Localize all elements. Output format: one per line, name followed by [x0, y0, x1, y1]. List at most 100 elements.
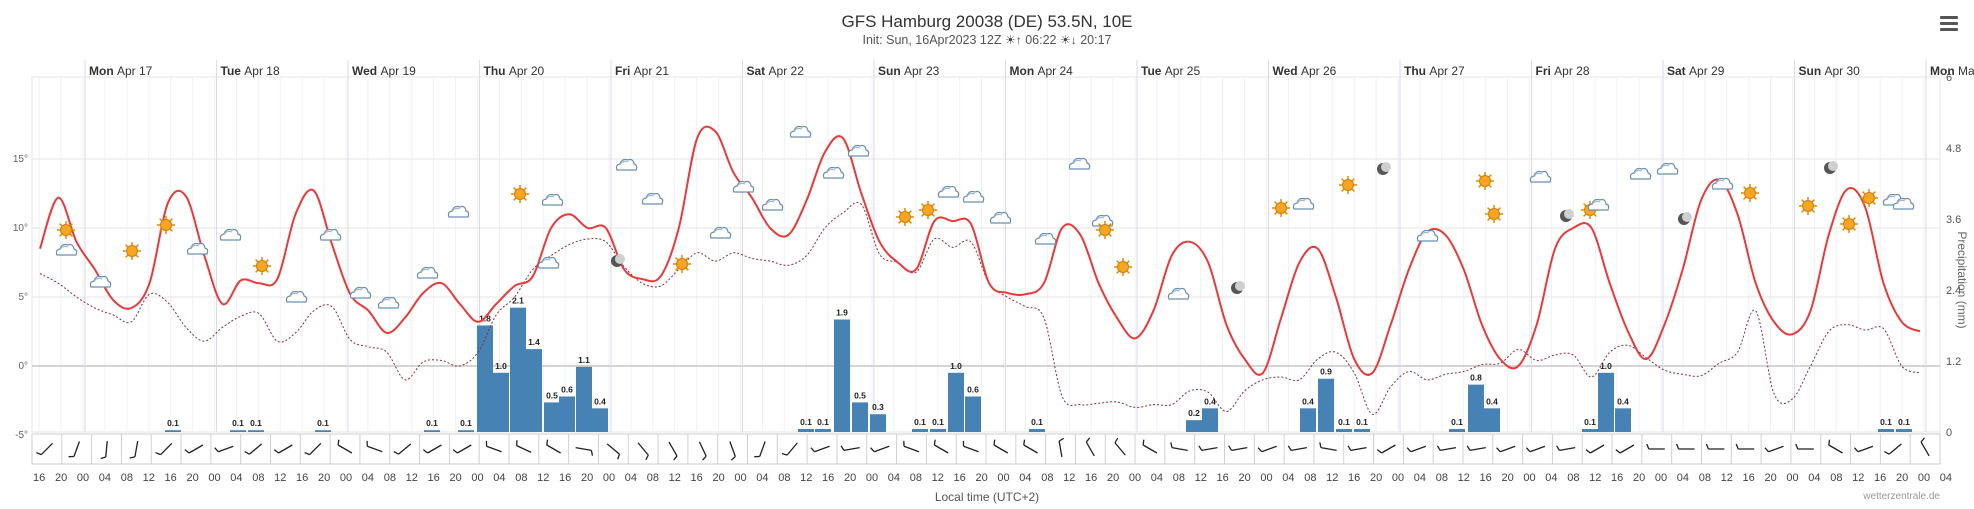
sun-icon [673, 255, 691, 273]
cloud-icon [1068, 157, 1091, 170]
precip-bar [912, 429, 928, 432]
x-hour-tick-label: 04 [493, 472, 505, 484]
precip-label: 0.1 [250, 418, 262, 428]
wind-barb-icon [606, 443, 621, 460]
x-hour-tick-label: 20 [318, 472, 330, 484]
x-hour-tick-label: 20 [975, 472, 987, 484]
x-hour-tick-label: 12 [1458, 472, 1470, 484]
wind-barb-icon [485, 440, 502, 453]
x-hour-tick-label: 00 [471, 472, 483, 484]
x-hour-tick-label: 12 [274, 472, 286, 484]
wind-barb-icon [36, 442, 54, 456]
precip-label: 1.1 [578, 355, 590, 365]
precip-label: 0.1 [460, 418, 472, 428]
x-hour-tick-label: 08 [1041, 472, 1053, 484]
x-hour-tick-label: 16 [559, 472, 571, 484]
x-hour-tick-label: 20 [1633, 472, 1645, 484]
precip-bar [248, 430, 264, 432]
wind-barb-icon [1114, 437, 1126, 456]
cloud-icon [89, 275, 112, 288]
precip-label: 0.1 [914, 417, 926, 427]
cloud-icon [732, 180, 755, 193]
x-hour-tick-label: 00 [603, 472, 615, 484]
cloud-icon [1167, 287, 1190, 300]
sun-icon [919, 201, 937, 219]
wind-barb-icon [452, 444, 472, 454]
x-hour-tick-label: 08 [1173, 472, 1185, 484]
precip-label: 0.5 [546, 390, 558, 400]
wind-barb-icon [698, 441, 707, 461]
x-hour-tick-label: 16 [1348, 472, 1360, 484]
precip-label: 2.1 [512, 296, 524, 306]
x-hour-tick-label: 04 [1151, 472, 1163, 484]
x-hour-tick-label: 08 [384, 472, 396, 484]
wind-barb-icon [129, 441, 139, 459]
precip-bar [1318, 378, 1334, 432]
x-hour-tick-label: 12 [537, 472, 549, 484]
x-hour-tick-label: 00 [77, 472, 89, 484]
sun-icon [1840, 215, 1858, 233]
day-label: Fri Apr 21 [615, 64, 669, 78]
wind-barb-icon [273, 444, 293, 454]
wind-barb-icon [1170, 442, 1188, 452]
wind-barb-icon [393, 443, 412, 455]
chart-header: GFS Hamburg 20038 (DE) 53.5N, 10E Init: … [0, 12, 1974, 47]
x-hour-tick-label: 00 [1260, 472, 1272, 484]
x-hour-tick-label: 20 [449, 472, 461, 484]
precip-label: 0.1 [817, 417, 829, 427]
cloud-icon [1292, 197, 1315, 210]
cloud-icon [319, 228, 342, 241]
wind-barb-icon [1142, 439, 1158, 454]
wind-barb-icon [1585, 444, 1605, 454]
precip-bar [493, 372, 509, 432]
day-label: Sun Apr 23 [878, 64, 940, 78]
x-hour-tick-label: 00 [734, 472, 746, 484]
sun-icon [157, 216, 175, 234]
x-hour-tick-label: 20 [1107, 472, 1119, 484]
wind-barb-icon [1347, 445, 1367, 452]
x-hour-tick-label: 00 [340, 472, 352, 484]
cloud-icon [822, 166, 845, 179]
wind-barb-icon [68, 441, 81, 458]
wind-barb-icon [1287, 445, 1307, 452]
wind-barb-icon [1920, 437, 1930, 457]
x-hour-tick-label: 04 [1019, 472, 1031, 484]
day-label: Sat Apr 22 [747, 64, 805, 78]
x-hour-tick-label: 12 [406, 472, 418, 484]
wind-barb-icon [155, 442, 173, 456]
cloud-icon [447, 205, 470, 218]
precip-label: 0.1 [232, 418, 244, 428]
x-hour-tick-label: 20 [1764, 472, 1776, 484]
cloud-icon [989, 211, 1012, 224]
cloud-icon [761, 198, 784, 211]
cloud-icon [615, 158, 638, 171]
wind-barb-icon [422, 444, 442, 454]
sun-icon [1272, 199, 1290, 217]
sunrise-icon: ☀↑ [1004, 33, 1022, 47]
cloud-icon [349, 286, 372, 299]
sunset-icon: ☀↓ [1059, 33, 1077, 47]
wind-barb-icon [729, 441, 736, 461]
x-hour-tick-label: 04 [1282, 472, 1294, 484]
day-label: Tue Apr 18 [221, 64, 280, 78]
x-hour-tick-label: 16 [1480, 472, 1492, 484]
sun-icon [896, 208, 914, 226]
precip-label: 0.1 [317, 418, 329, 428]
wind-barb-icon [993, 439, 1009, 454]
cloud-icon [1529, 170, 1552, 183]
precip-bar [1878, 429, 1894, 432]
x-hour-tick-label: 16 [1611, 472, 1623, 484]
precip-label: 0.4 [1486, 396, 1498, 406]
moon-icon [611, 254, 625, 267]
x-hour-tick-label: 08 [1567, 472, 1579, 484]
dewpoint-line [39, 201, 1921, 415]
day-label: Sat Apr 29 [1667, 64, 1725, 78]
precip-bar [1186, 420, 1202, 432]
chart-menu-icon[interactable] [1940, 16, 1958, 32]
wind-barb-icon [1058, 437, 1065, 457]
precip-bar [559, 396, 575, 432]
x-hour-tick-label: 00 [866, 472, 878, 484]
cloud-icon [377, 296, 400, 309]
precip-label: 0.1 [1451, 417, 1463, 427]
